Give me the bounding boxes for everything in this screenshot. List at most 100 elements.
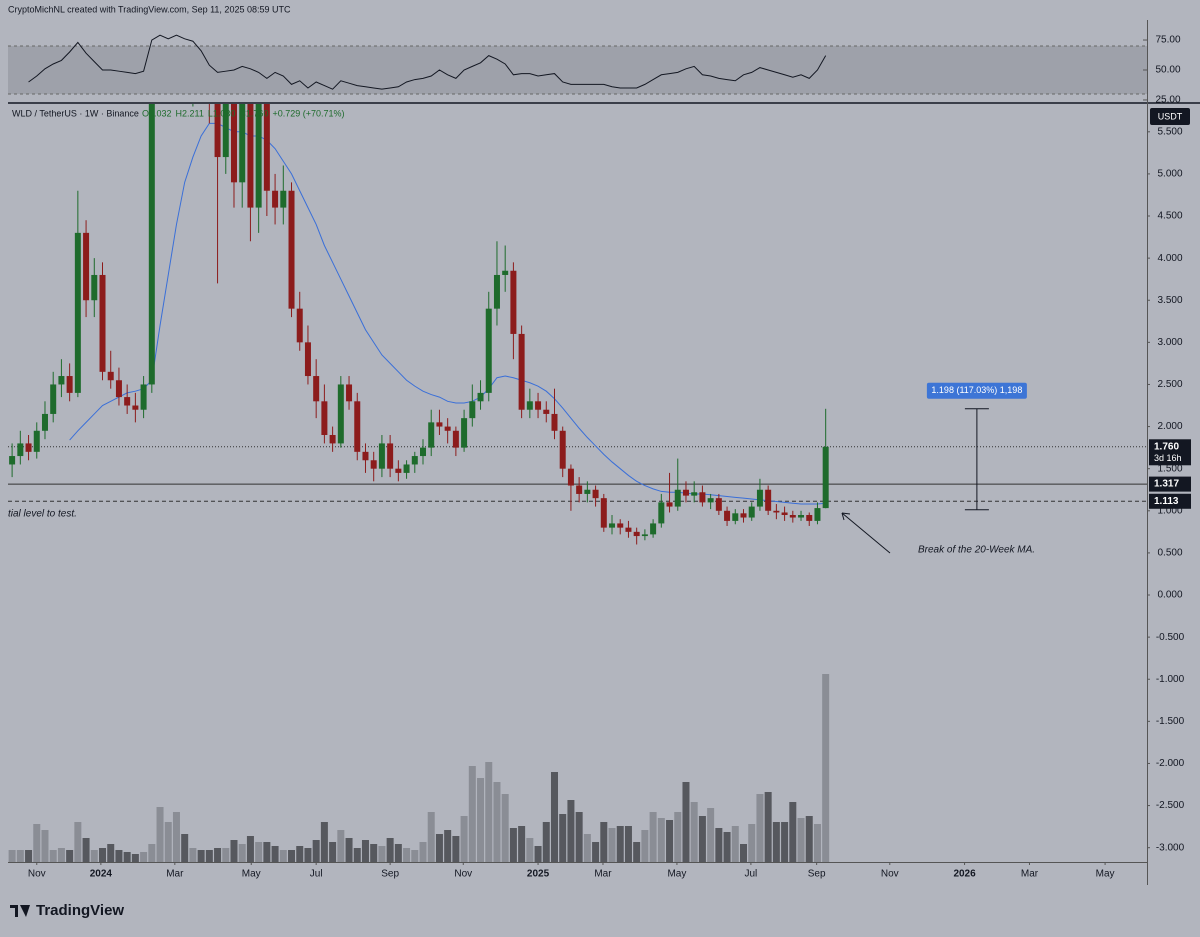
candle-body <box>781 512 788 516</box>
x-tick-label: Sep <box>808 869 826 880</box>
candle-body <box>543 409 550 414</box>
volume-bar <box>748 824 756 862</box>
candle-body <box>798 515 805 518</box>
volume-bar <box>197 850 205 862</box>
ohlc-value: C1.760 <box>239 108 268 118</box>
volume-bar <box>386 838 394 862</box>
candle-body <box>625 527 632 532</box>
x-tick-label: Mar <box>594 869 612 880</box>
candle-body <box>346 384 353 402</box>
candle-body <box>124 397 131 406</box>
volume-bar <box>8 850 16 862</box>
candle-body <box>362 451 369 461</box>
candle-body <box>239 104 246 183</box>
candle-body <box>732 513 739 521</box>
volume-bar <box>25 850 33 862</box>
volume-bar <box>304 848 312 862</box>
candle-body <box>740 513 747 518</box>
volume-bar <box>509 828 517 862</box>
candle-body <box>551 413 558 431</box>
volume-bar <box>370 844 378 862</box>
volume-bar <box>271 846 279 862</box>
price-box <box>1149 493 1191 509</box>
volume-bar <box>805 816 813 862</box>
candle-body <box>567 468 574 486</box>
candle-body <box>230 104 237 183</box>
candle-body <box>609 523 616 528</box>
x-tick-label: Nov <box>28 869 46 880</box>
rsi-line <box>28 34 827 90</box>
x-tick-label: May <box>1096 869 1115 880</box>
volume-bar <box>33 824 41 862</box>
volume-bar <box>756 794 764 862</box>
y-tick-label: 1.500 <box>1157 463 1182 474</box>
candle-body <box>74 232 81 393</box>
volume-bar <box>214 848 222 862</box>
rsi-tick-label: 75.00 <box>1155 35 1180 46</box>
candle-body <box>214 104 221 158</box>
volume-bar <box>616 826 624 862</box>
rsi-pane <box>8 34 1147 101</box>
volume-bar <box>238 844 246 862</box>
volume-bar <box>600 822 608 862</box>
measure-label: 1.198 (117.03%) 1,198 <box>931 385 1022 395</box>
candle-body <box>650 523 657 535</box>
volume-bar <box>337 830 345 862</box>
ohlc-value: H2.211 <box>176 108 204 118</box>
price-label: 1.317 <box>1154 479 1179 490</box>
price-sublabel: 3d 16h <box>1154 453 1182 463</box>
candle-body <box>83 232 90 301</box>
candle-body <box>140 384 147 410</box>
volume-bar <box>49 850 57 862</box>
logo <box>10 905 30 917</box>
candle-body <box>633 531 640 537</box>
volume-bar <box>740 844 748 862</box>
annotation: Break of the 20-Week MA. <box>918 545 1035 556</box>
volume-bar <box>255 842 263 862</box>
candle-body <box>428 422 435 448</box>
candle-body <box>247 104 254 208</box>
candle-body <box>99 274 106 372</box>
volume-bar <box>550 772 558 862</box>
candle-body <box>50 384 57 414</box>
volume-bar <box>148 844 156 862</box>
rsi-tick-label: 25.00 <box>1155 95 1180 106</box>
candle-body <box>806 515 813 521</box>
volume-bar <box>246 836 254 862</box>
candle-body <box>107 371 114 381</box>
candle-body <box>288 190 295 309</box>
volume-bar <box>378 846 386 862</box>
volume-bar <box>690 802 698 862</box>
candle-body <box>535 401 542 410</box>
volume-bar <box>657 818 665 862</box>
volume-bar <box>485 762 493 862</box>
x-tick-label: Jul <box>310 869 323 880</box>
y-tick-label: -0.500 <box>1156 632 1185 643</box>
volume-bar <box>477 778 485 862</box>
candle-body <box>699 492 706 503</box>
volume-bar <box>731 826 739 862</box>
x-tick-label: Nov <box>881 869 899 880</box>
candle-body <box>148 104 155 385</box>
footer: TradingView <box>36 902 124 919</box>
volume-bar <box>772 822 780 862</box>
candle-body <box>255 104 262 208</box>
volume-bar <box>707 808 715 862</box>
volume-bar <box>329 842 337 862</box>
y-tick-label: 4.000 <box>1157 253 1182 264</box>
candle-body <box>691 492 698 496</box>
volume-bar <box>115 850 123 862</box>
candle-body <box>756 489 763 507</box>
volume-bar <box>567 800 575 862</box>
volume-bar <box>312 840 320 862</box>
volume-bar <box>394 844 402 862</box>
y-tick-label: 2.500 <box>1157 379 1182 390</box>
x-tick-label: Mar <box>166 869 184 880</box>
volume-bar <box>444 830 452 862</box>
candle-body <box>592 489 599 499</box>
candle-body <box>41 413 48 431</box>
candle-body <box>411 456 418 465</box>
candle-body <box>518 333 525 410</box>
x-tick-label: Jul <box>744 869 757 880</box>
y-tick-label: -1.500 <box>1156 716 1185 727</box>
